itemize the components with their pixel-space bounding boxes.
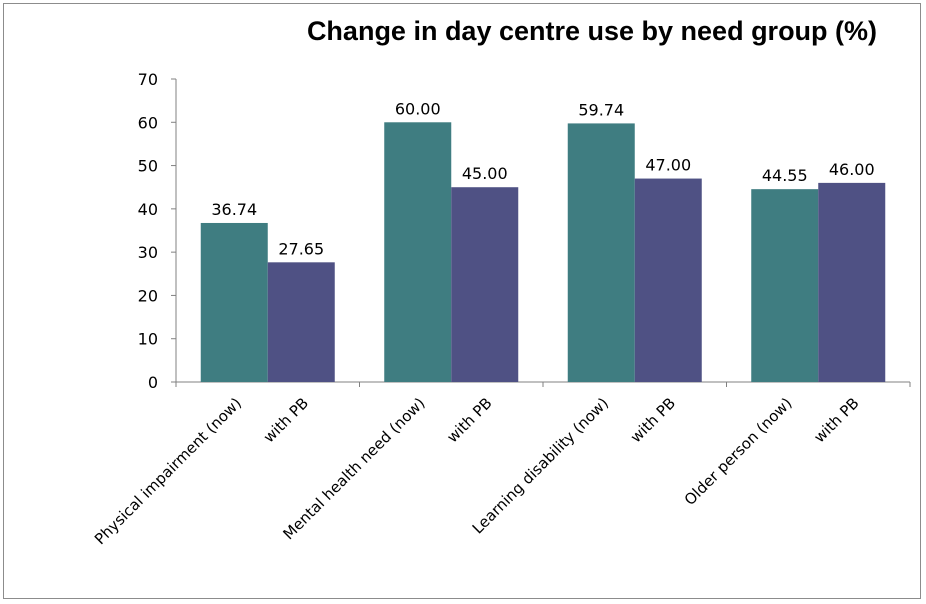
data-label: 47.00 (645, 156, 691, 175)
bar (634, 178, 702, 382)
y-tick-label: 70 (138, 70, 158, 89)
category-label: with PB (627, 394, 679, 446)
data-label: 60.00 (395, 99, 441, 118)
category-label: Learning disability (now) (469, 394, 612, 537)
bar (451, 187, 519, 382)
data-label: 27.65 (278, 239, 324, 258)
bar (200, 222, 268, 382)
data-label: 36.74 (211, 200, 257, 219)
bar (384, 122, 452, 383)
y-tick-label: 50 (138, 157, 158, 176)
y-tick-label: 0 (148, 373, 158, 392)
category-label: with PB (810, 394, 862, 446)
bar (567, 123, 635, 383)
data-label: 45.00 (462, 164, 508, 183)
category-label: with PB (443, 394, 495, 446)
chart-title: Change in day centre use by need group (… (307, 16, 877, 46)
chart-data-labels: 36.74 27.65 60.00 45.00 59.74 47.00 44.55 46.00 (211, 99, 874, 258)
y-tick-label: 40 (138, 200, 158, 219)
bar (267, 262, 335, 382)
chart-bars (200, 122, 886, 383)
y-tick-label: 30 (138, 243, 158, 262)
y-tick-label: 10 (138, 330, 158, 349)
data-label: 46.00 (829, 160, 875, 179)
data-label: 44.55 (762, 166, 808, 185)
category-label: Physical impairment (now) (91, 394, 245, 548)
category-label: with PB (260, 394, 312, 446)
bar (751, 189, 819, 382)
data-label: 59.74 (578, 100, 624, 119)
y-tick-label: 60 (138, 113, 158, 132)
bar (818, 182, 886, 382)
category-label: Older person (now) (681, 394, 796, 509)
y-tick-label: 20 (138, 286, 158, 305)
